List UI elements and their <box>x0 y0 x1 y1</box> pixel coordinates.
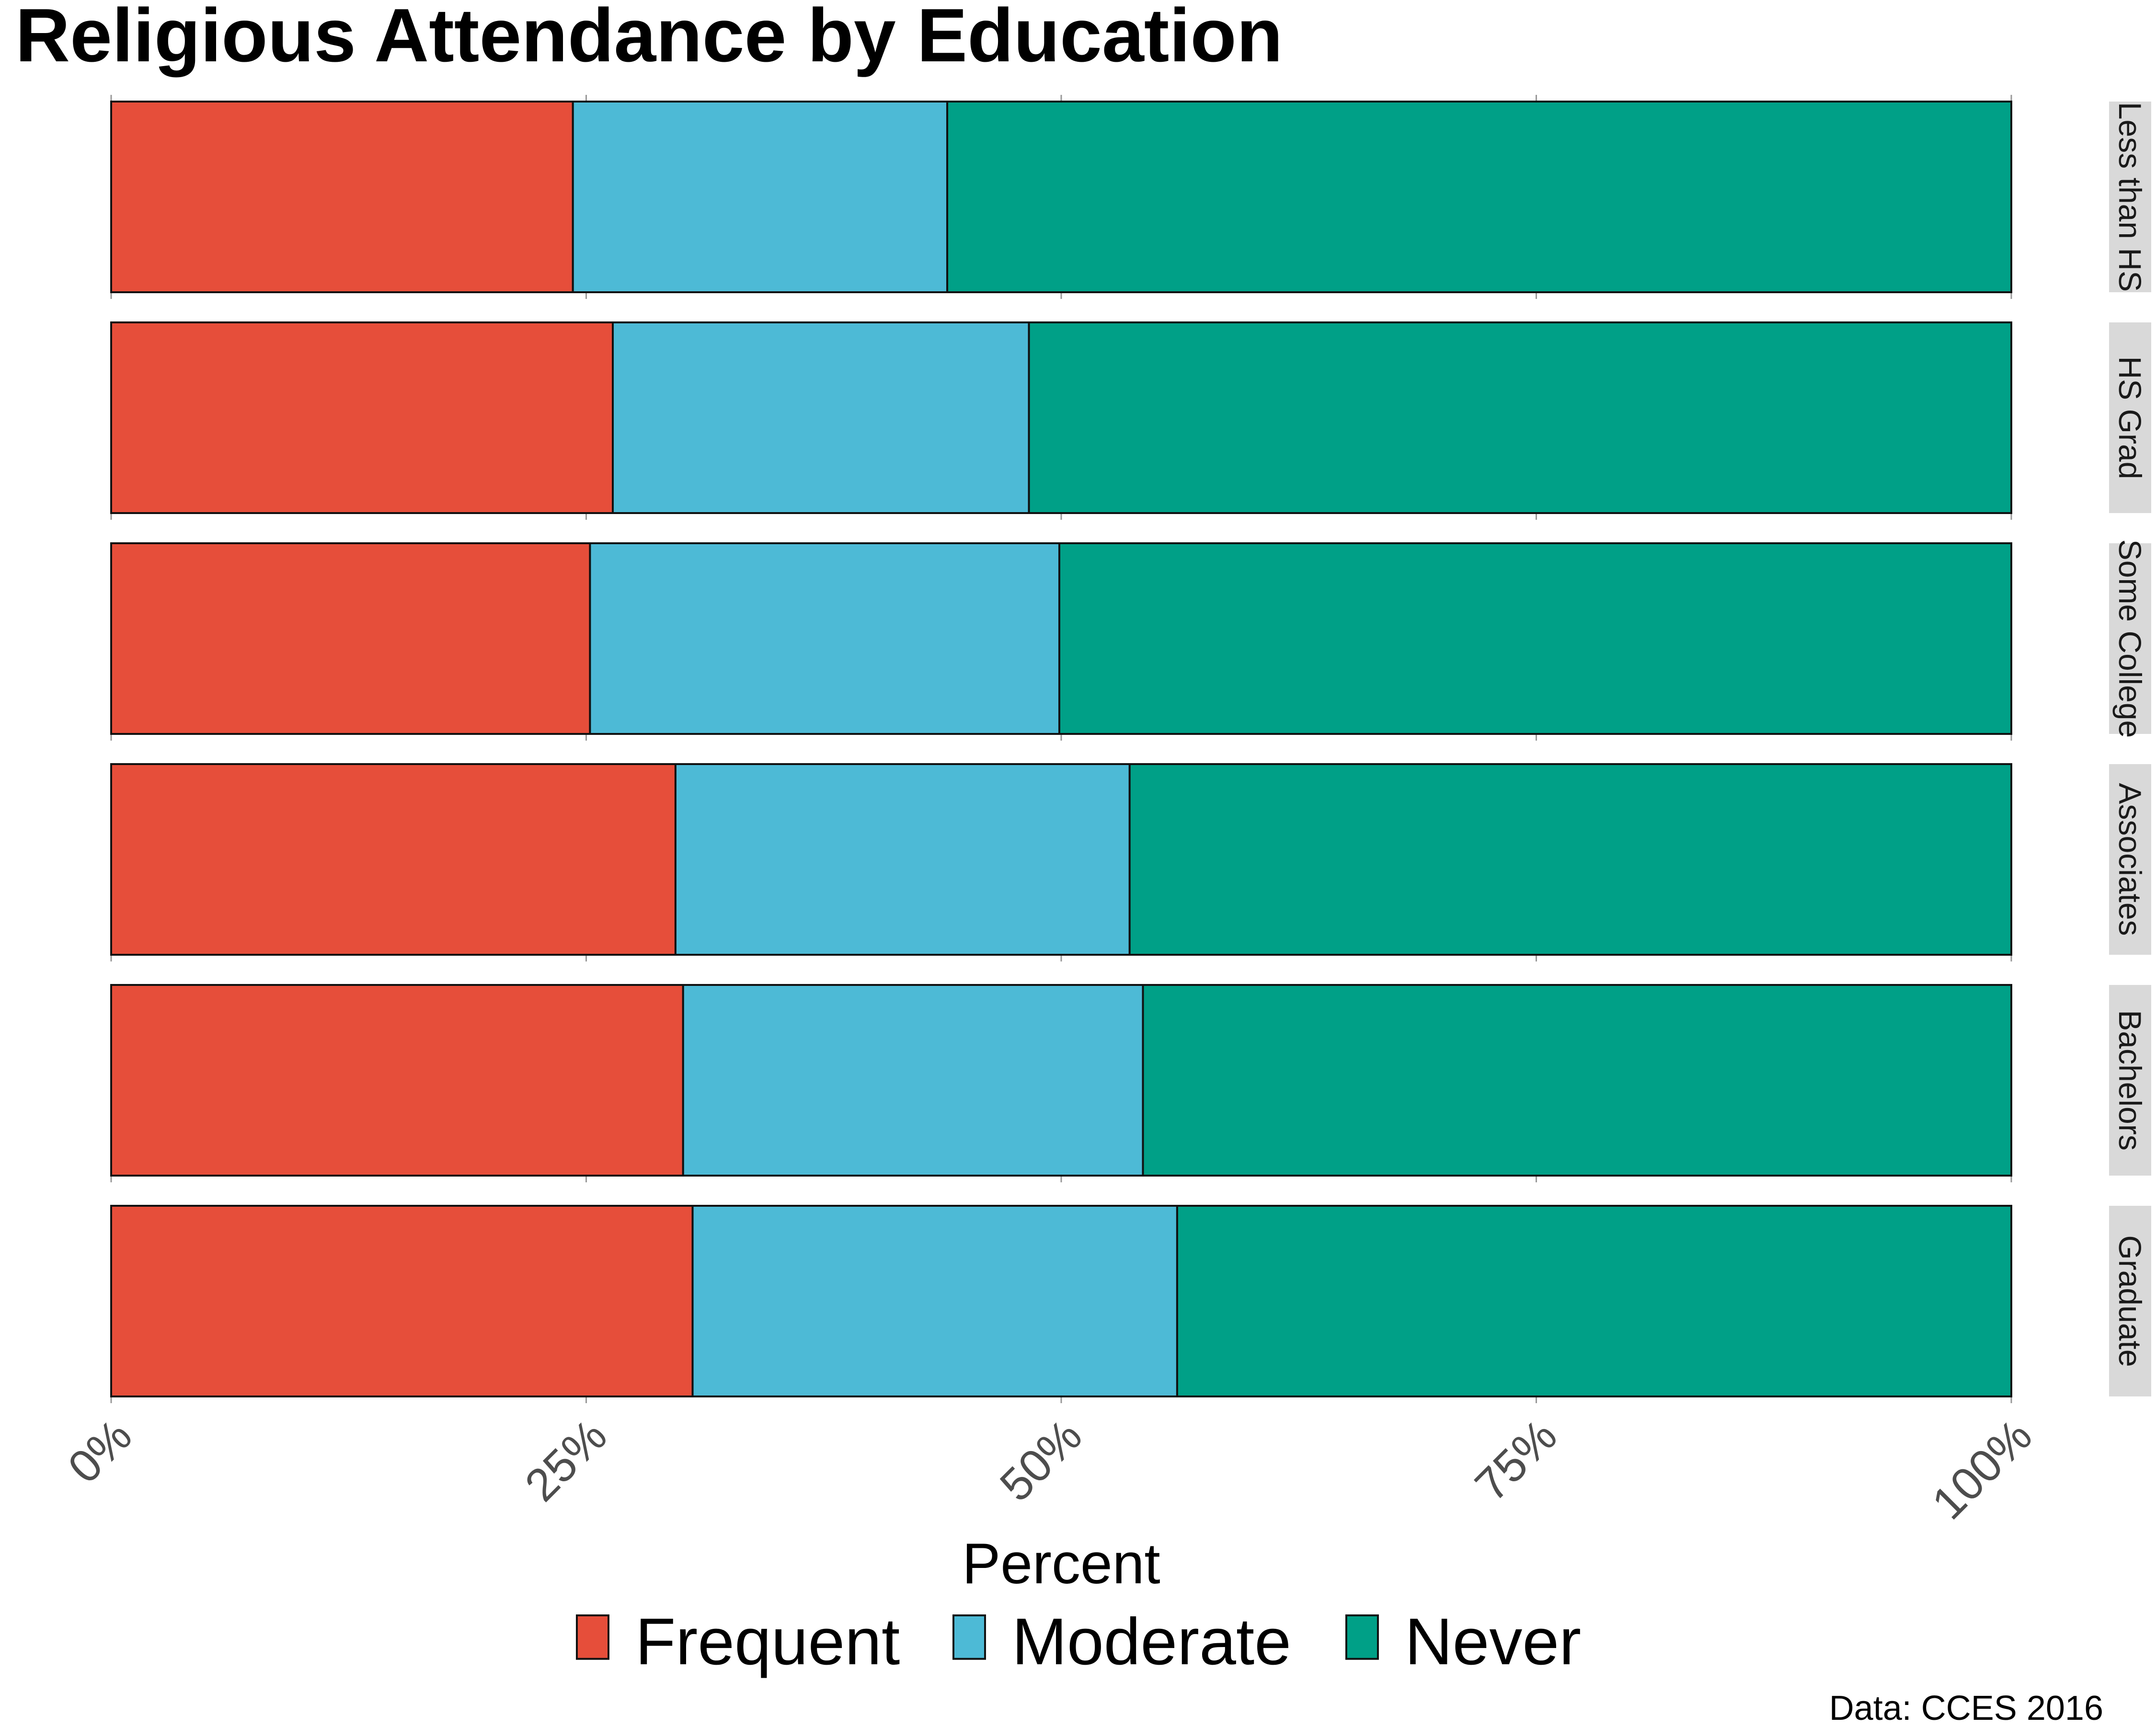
legend-swatch-never <box>1345 1614 1379 1660</box>
facet-strip-associates <box>2109 764 2151 955</box>
bar-graduate-frequent <box>110 1205 694 1397</box>
bar-bachelors-frequent <box>110 984 684 1177</box>
facet-strip-bachelors <box>2109 985 2151 1176</box>
bar-some-college-never <box>1058 542 2012 735</box>
bar-associates-never <box>1128 763 2012 956</box>
x-tick-label: 25% <box>515 1410 617 1511</box>
facet-strip-some-college <box>2109 543 2151 734</box>
facet-strip-less-than-hs <box>2109 102 2151 292</box>
bar-hs-grad-frequent <box>110 321 614 514</box>
bar-some-college-frequent <box>110 542 591 735</box>
legend-label-moderate: Moderate <box>1012 1605 1291 1679</box>
bar-hs-grad-never <box>1028 321 2012 514</box>
x-tick-label: 75% <box>1465 1410 1567 1511</box>
bars-layer <box>110 101 2013 1397</box>
bar-associates-moderate <box>674 763 1131 956</box>
facet-label-less-than-hs: Less than HS <box>2112 102 2148 292</box>
bar-graduate-moderate <box>691 1205 1178 1397</box>
bar-hs-grad-moderate <box>612 321 1030 514</box>
x-axis-title: Percent <box>962 1532 1160 1596</box>
x-tick-label: 0% <box>58 1410 142 1493</box>
bar-associates-frequent <box>110 763 677 956</box>
legend-label-frequent: Frequent <box>635 1605 900 1679</box>
bar-less-than-hs-never <box>946 101 2012 293</box>
chart-title: Religious Attendance by Education <box>15 0 1283 78</box>
x-tick-label: 50% <box>990 1410 1092 1511</box>
legend-label-never: Never <box>1405 1605 1581 1679</box>
facet-strip-hs-grad <box>2109 322 2151 513</box>
bar-some-college-moderate <box>589 542 1061 735</box>
data-caption: Data: CCES 2016 <box>1829 1689 2103 1725</box>
facet-label-graduate: Graduate <box>2112 1235 2148 1367</box>
bar-bachelors-never <box>1142 984 2013 1177</box>
facet-strip-graduate <box>2109 1206 2151 1396</box>
x-axis: 0% 25% 50% 75% 100% <box>58 1410 2042 1529</box>
facet-label-hs-grad: HS Grad <box>2112 356 2148 480</box>
facet-label-associates: Associates <box>2112 783 2148 936</box>
x-tick-label: 100% <box>1922 1410 2041 1529</box>
bar-less-than-hs-moderate <box>572 101 949 293</box>
facet-strips: Less than HS HS Grad Some College Associate… <box>2109 102 2151 1396</box>
legend-swatch-moderate <box>952 1614 986 1660</box>
bar-less-than-hs-frequent <box>110 101 574 293</box>
bar-graduate-never <box>1176 1205 2012 1397</box>
facet-label-bachelors: Bachelors <box>2112 1010 2148 1151</box>
facet-label-some-college: Some College <box>2112 539 2148 738</box>
legend-swatch-frequent <box>576 1614 609 1660</box>
legend: Frequent Moderate Never <box>576 1605 1581 1679</box>
bar-bachelors-moderate <box>682 984 1144 1177</box>
